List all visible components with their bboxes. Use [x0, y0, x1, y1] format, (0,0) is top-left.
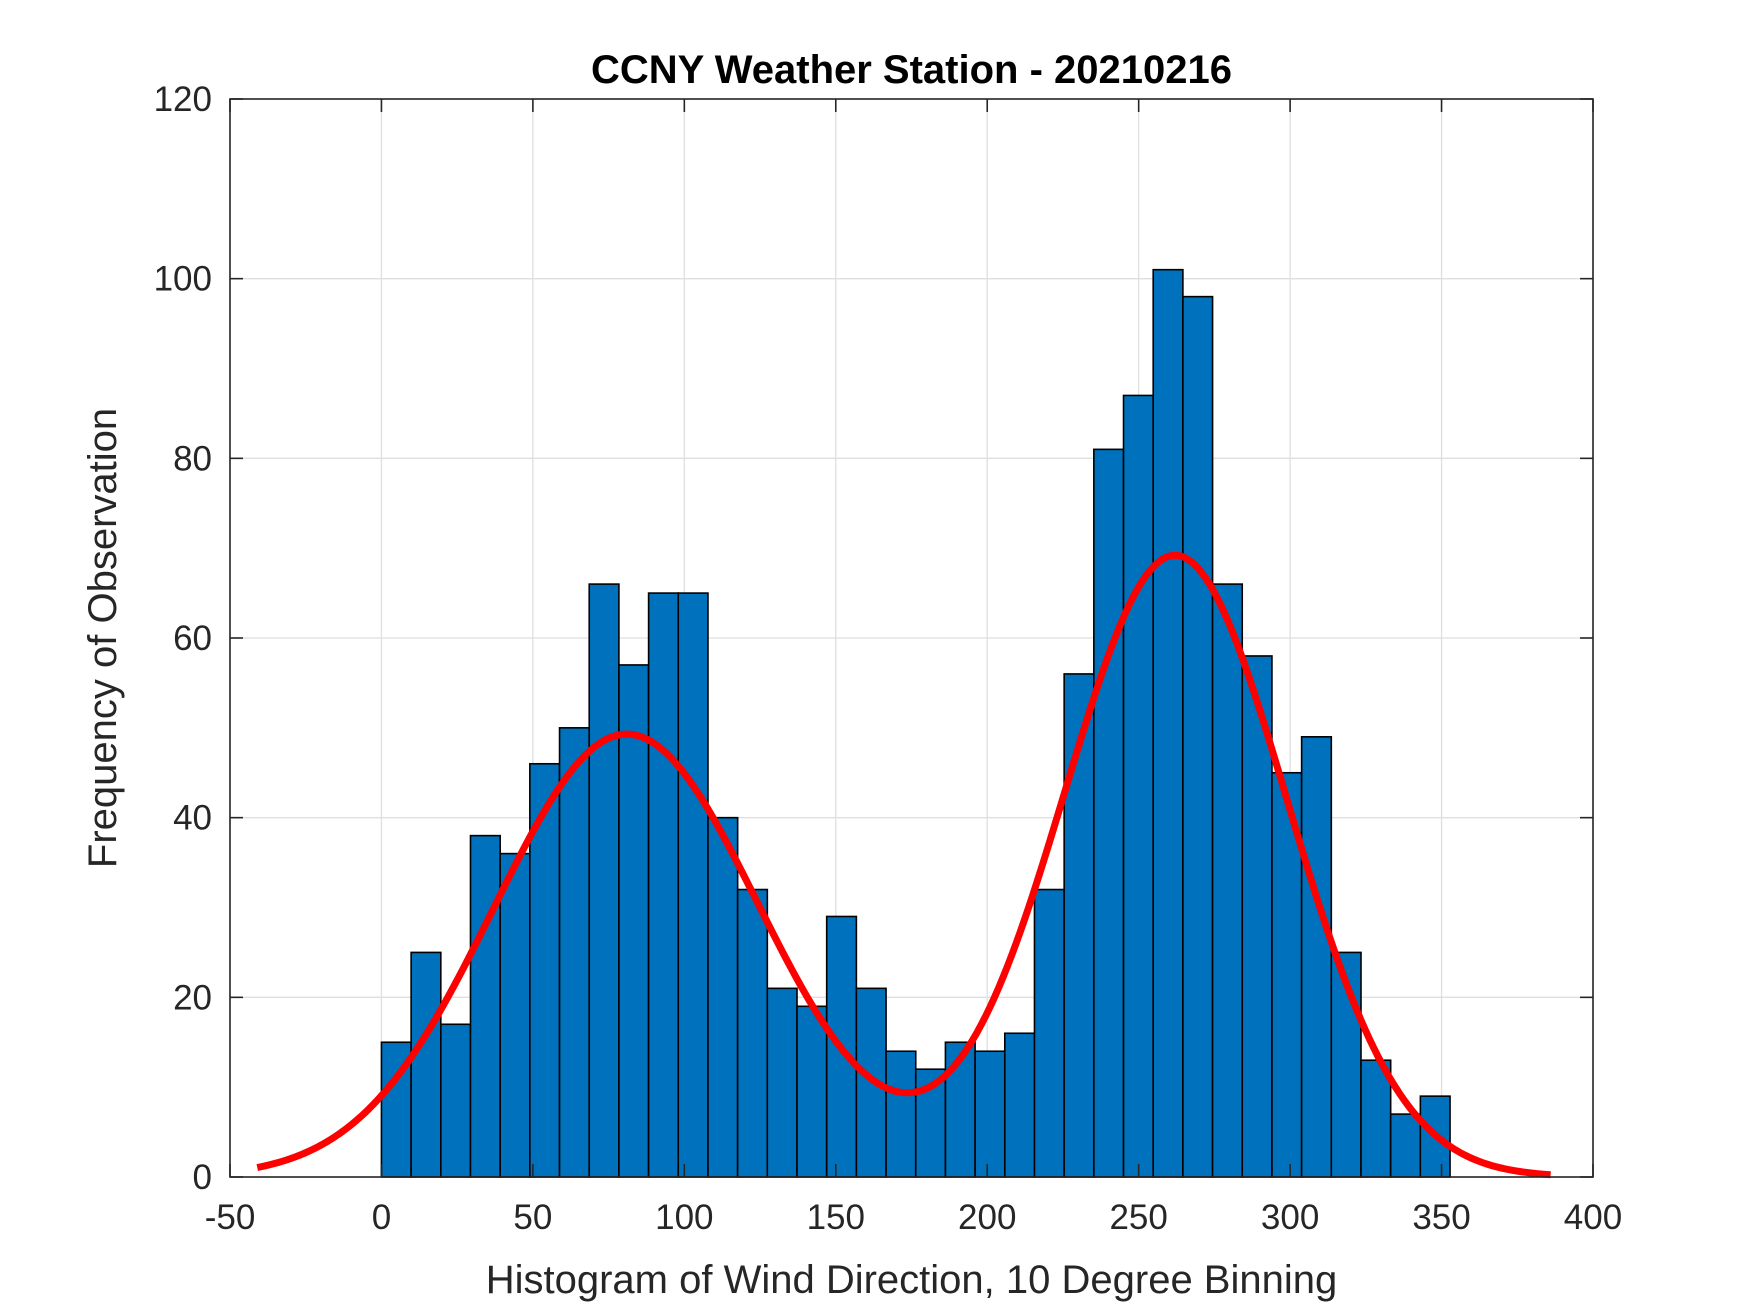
histogram-bar: [766, 987, 798, 1178]
fit-curve-layer: [256, 551, 1551, 1179]
x-tick-label: 100: [655, 1198, 713, 1237]
histogram-bar: [469, 834, 501, 1178]
histogram-bar: [1033, 888, 1065, 1178]
y-tick-label: 100: [154, 260, 212, 299]
fit-curve: [256, 551, 1551, 1179]
tick-marks: [229, 98, 1594, 1178]
histogram-bar: [974, 1050, 1006, 1178]
histogram-bar: [647, 592, 680, 1178]
histogram-bar: [707, 816, 739, 1178]
histogram-bar: [1152, 268, 1184, 1178]
histogram-bar: [558, 727, 591, 1178]
y-tick-label: 20: [173, 978, 212, 1017]
histogram-bars: [380, 268, 1451, 1178]
histogram-bar: [677, 592, 709, 1178]
histogram-bar: [736, 888, 769, 1178]
x-tick-labels: -50 0 50 100 150 200 250 300 350 400: [205, 1198, 1623, 1237]
x-tick-label: -50: [205, 1198, 256, 1237]
y-tick-label: 120: [154, 80, 212, 119]
x-tick-label: 0: [372, 1198, 391, 1237]
histogram-bar: [796, 1005, 828, 1178]
y-tick-label: 40: [173, 799, 212, 838]
x-tick-label: 350: [1412, 1198, 1470, 1237]
x-tick-label: 200: [958, 1198, 1016, 1237]
histogram-bar: [1093, 448, 1125, 1178]
histogram-bar: [1360, 1059, 1392, 1178]
y-tick-label: 60: [173, 619, 212, 658]
chart-title: CCNY Weather Station - 20210216: [591, 48, 1232, 92]
histogram-bar: [588, 583, 620, 1178]
x-tick-label: 250: [1109, 1198, 1167, 1237]
y-tick-labels: 0 20 40 60 80 100 120: [154, 80, 212, 1197]
x-tick-label: 400: [1564, 1198, 1622, 1237]
y-tick-label: 0: [193, 1158, 212, 1197]
x-tick-label: 50: [513, 1198, 552, 1237]
histogram-bar: [499, 852, 531, 1178]
x-axis-label: Histogram of Wind Direction, 10 Degree B…: [486, 1258, 1338, 1302]
histogram-bar: [885, 1050, 917, 1178]
x-tick-label: 150: [807, 1198, 865, 1237]
histogram-bar: [440, 1023, 472, 1178]
histogram-bar: [1389, 1113, 1422, 1178]
y-tick-label: 80: [173, 439, 212, 478]
histogram-bar: [1003, 1032, 1036, 1178]
histogram-bar: [1122, 394, 1155, 1178]
x-tick-label: 300: [1261, 1198, 1319, 1237]
histogram-bar: [410, 951, 442, 1178]
y-axis-label: Frequency of Observation: [81, 408, 125, 868]
histogram-bar: [1300, 736, 1333, 1178]
histogram-bar: [1182, 295, 1214, 1178]
histogram-bar: [618, 664, 650, 1178]
histogram-bar: [1211, 583, 1244, 1178]
